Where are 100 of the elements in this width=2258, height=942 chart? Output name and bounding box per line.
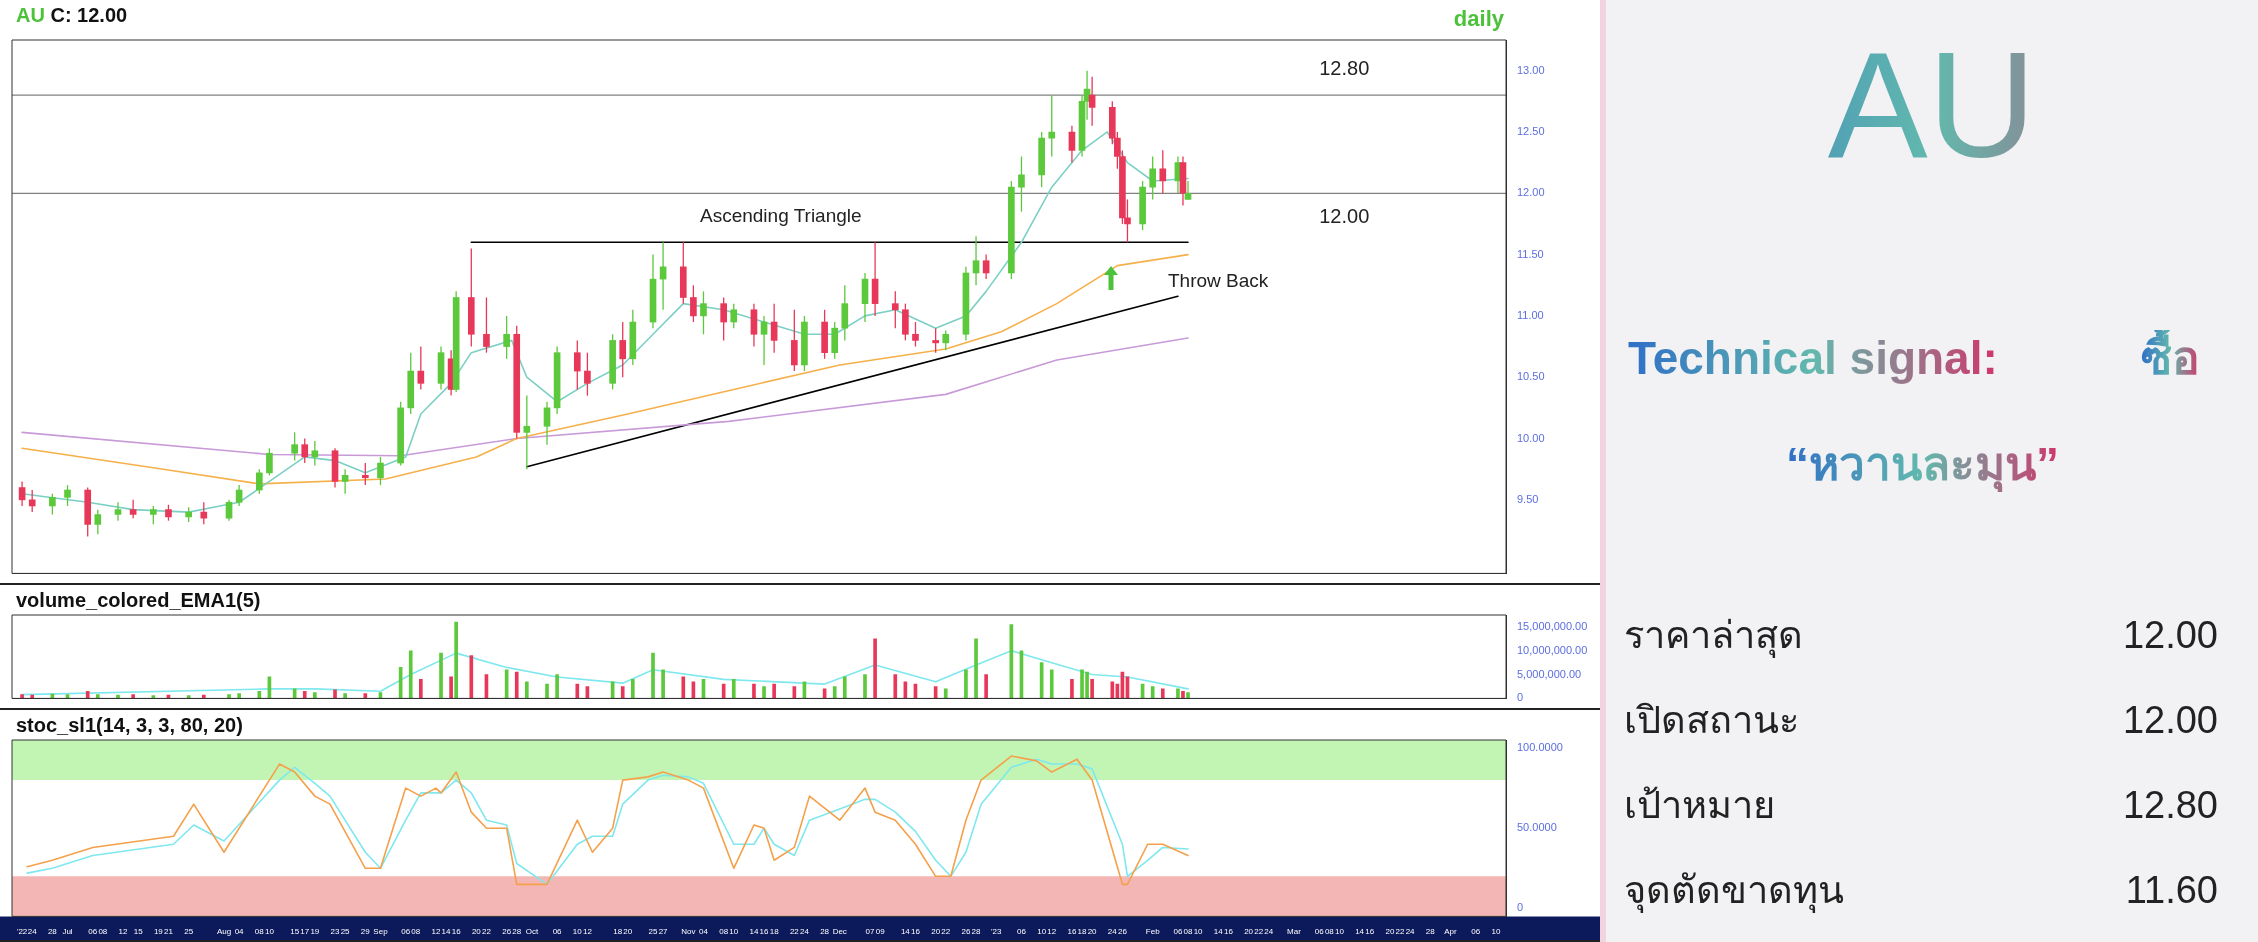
- x-tick-label: 22: [1395, 927, 1405, 937]
- annotation: Throw Back: [1168, 270, 1269, 292]
- y-tick-label: 9.50: [1517, 492, 1539, 505]
- ref-line-label: 12.80: [1319, 56, 1370, 79]
- candlestick: [720, 296, 727, 342]
- x-tick-label: 08: [1324, 927, 1335, 937]
- text: AU: [1606, 20, 2258, 190]
- candlestick: [483, 296, 490, 354]
- x-tick-label: 20: [623, 927, 633, 937]
- x-tick-label: 24: [1107, 927, 1118, 937]
- bar: [1070, 679, 1074, 699]
- x-tick-label: 10: [1491, 927, 1501, 937]
- x-tick-label: 16: [911, 927, 921, 937]
- x-tick-label: 16: [759, 927, 770, 937]
- bar: [302, 690, 307, 699]
- x-tick-label: 12: [1047, 927, 1057, 937]
- x-tick-label: Nov: [681, 927, 696, 937]
- candlestick: [982, 253, 990, 280]
- bar: [408, 650, 413, 699]
- y-tick-label: 11.50: [1517, 247, 1544, 260]
- bar: [469, 655, 474, 699]
- x-tick-label: Feb: [1145, 927, 1161, 937]
- bar: [984, 674, 988, 699]
- bar: [681, 676, 686, 699]
- candlestick: [543, 401, 551, 446]
- text: 12.00: [2122, 613, 2218, 658]
- candlestick: [932, 327, 939, 354]
- x-tick-label: 29: [360, 927, 371, 937]
- text: 12.00: [2122, 698, 2218, 743]
- x-tick-label: 08: [719, 927, 729, 937]
- bar: [439, 652, 443, 699]
- x-tick-label: 14: [900, 927, 911, 937]
- y-tick-label: 12.00: [1517, 186, 1545, 199]
- x-tick-label: 08: [411, 927, 421, 937]
- x-tick-label: 21: [164, 927, 174, 937]
- x-tick-label: 28: [1425, 927, 1436, 937]
- text: daily: [1453, 6, 1504, 32]
- bar: [651, 652, 655, 699]
- bar: [762, 686, 766, 699]
- text: จุดตัดขาดทุน: [1624, 869, 1844, 911]
- bar: [1049, 669, 1054, 699]
- chart-title: AU C: 12.00: [16, 4, 128, 27]
- bar: [1176, 688, 1180, 699]
- bar: [257, 690, 262, 699]
- bar: [343, 693, 347, 699]
- bar: [1181, 690, 1185, 699]
- bar: [419, 679, 423, 699]
- bar: [943, 688, 948, 699]
- bar: [363, 693, 368, 699]
- x-tick-label: 04: [699, 927, 709, 937]
- x-tick-label: 26: [502, 927, 512, 937]
- bar: [575, 683, 580, 699]
- candlestick: [94, 508, 102, 535]
- candlestick: [1149, 155, 1157, 201]
- candlestick: [129, 499, 137, 519]
- candlestick: [200, 501, 208, 525]
- y-tick-label: 12.50: [1517, 125, 1545, 137]
- bar: [237, 693, 241, 699]
- x-tick-label: 12: [118, 927, 129, 937]
- bar: [863, 674, 867, 699]
- x-tick-label: 28: [47, 927, 58, 937]
- candlestick: [770, 302, 778, 354]
- x-tick-label: 17: [300, 927, 310, 937]
- x-tick-label: 08: [98, 927, 108, 937]
- y-tick-label: 15,000,000.00: [1517, 619, 1588, 632]
- bar: [95, 694, 100, 699]
- bar: [449, 676, 453, 699]
- x-tick-label: 07: [865, 927, 876, 937]
- x-tick-label: Apr: [1444, 927, 1458, 937]
- x-tick-label: 10: [264, 927, 275, 937]
- x-tick-label: 06: [1471, 927, 1481, 937]
- bar: [227, 694, 231, 699]
- y-tick-label: 11.00: [1517, 308, 1544, 321]
- candlestick: [28, 489, 36, 513]
- x-tick-label: 12: [431, 927, 441, 937]
- candlestick: [690, 284, 697, 323]
- x-tick-label: 20: [1385, 927, 1395, 937]
- candlestick: [912, 321, 919, 348]
- bar: [731, 679, 736, 699]
- x-tick-label: 06: [88, 927, 98, 937]
- x-tick-label: Oct: [525, 927, 539, 937]
- candlestick: [1068, 125, 1076, 164]
- x-tick-label: 24: [1264, 927, 1274, 937]
- x-tick-label: 25: [648, 927, 658, 937]
- x-tick-label: 16: [1223, 927, 1234, 937]
- x-tick-label: 15: [133, 927, 144, 937]
- candlestick: [149, 505, 157, 525]
- x-tick-label: 27: [658, 927, 669, 937]
- bar: [630, 679, 635, 699]
- candlestick: [341, 468, 349, 495]
- x-tick-label: 09: [875, 927, 886, 937]
- x-tick-label: 08: [254, 927, 265, 937]
- bar: [1160, 688, 1165, 699]
- candlestick: [18, 480, 26, 507]
- x-tick-label: 14: [749, 927, 759, 937]
- bar: [333, 689, 337, 699]
- candlestick: [1159, 149, 1167, 194]
- x-tick-label: 28: [971, 927, 982, 937]
- annotation: Ascending Triangle: [700, 205, 862, 227]
- x-tick-label: 22: [789, 927, 800, 937]
